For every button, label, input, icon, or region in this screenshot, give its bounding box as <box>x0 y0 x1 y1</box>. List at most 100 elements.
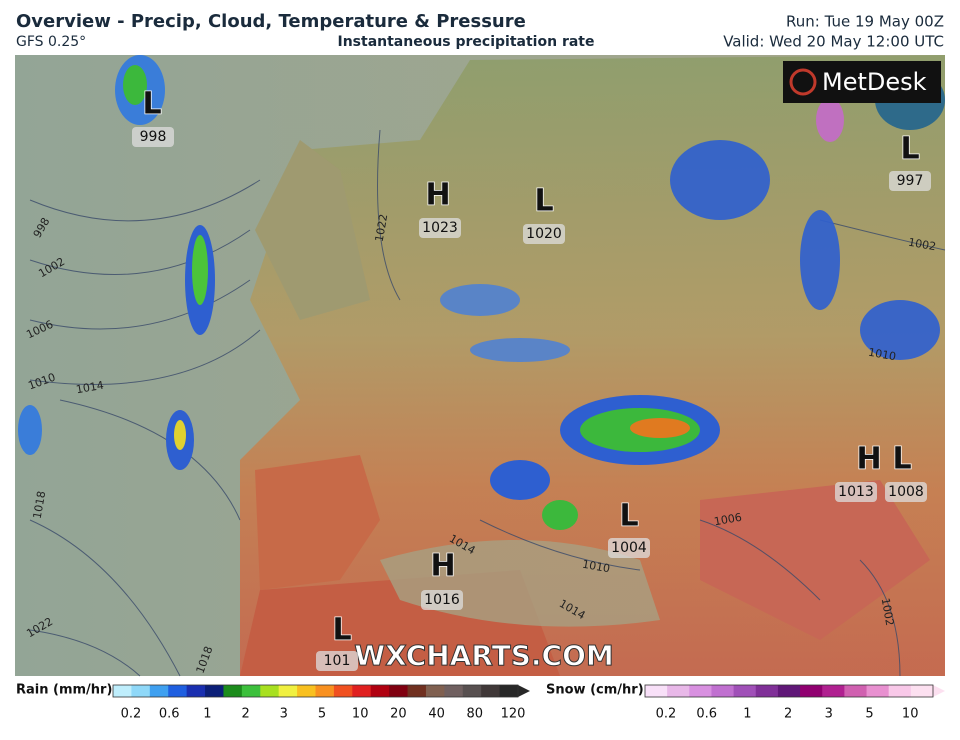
legend-swatch <box>407 685 427 697</box>
pressure-label-box <box>608 538 650 558</box>
logo: MetDesk <box>822 68 927 96</box>
pressure-value: 1004 <box>611 540 647 556</box>
rain-legend-label: 0.2 <box>121 707 142 722</box>
pressure-value: 998 <box>140 129 167 145</box>
rain-legend-label: 2 <box>241 707 249 722</box>
legend-swatch <box>241 685 261 697</box>
logo-box <box>783 61 941 103</box>
rain-legend-label: 20 <box>390 707 407 722</box>
legend-swatch <box>131 685 151 697</box>
rain-legend-label: 3 <box>280 707 288 722</box>
legend-swatch <box>370 685 390 697</box>
rain-legend-label: 0.6 <box>159 707 180 722</box>
legend-swatch <box>822 685 845 697</box>
legend-swatch <box>711 685 735 697</box>
pressure-label-box <box>889 171 931 191</box>
pressure-type: L <box>619 499 638 534</box>
pressure-type: L <box>892 442 911 477</box>
legend-swatch <box>297 685 316 697</box>
rain-legend-label: 5 <box>318 707 326 722</box>
pressure-value: 1008 <box>888 484 924 500</box>
rain-legend-label: 40 <box>428 707 445 722</box>
model: GFS 0.25° <box>16 34 86 50</box>
legend-swatch <box>844 685 868 697</box>
legend-swatch <box>315 685 335 697</box>
turkey <box>700 480 930 640</box>
pressure-type: H <box>430 549 455 584</box>
snow-legend-title: Snow (cm/hr) <box>546 683 644 698</box>
legend-swatch <box>866 685 890 697</box>
isobar-label: 1002 <box>879 597 897 627</box>
pressure-type: L <box>534 184 553 219</box>
legend-swatch <box>113 685 132 697</box>
legend-swatch <box>689 685 712 697</box>
legend-swatch <box>667 685 690 697</box>
legend-swatch <box>499 685 519 697</box>
legend-arrow <box>518 685 530 697</box>
subtitle: Instantaneous precipitation rate <box>338 34 595 50</box>
legend-swatch <box>223 685 243 697</box>
pressure-type: H <box>425 178 450 213</box>
pressure-value: 1013 <box>838 484 874 500</box>
isobar-label: 1010 <box>867 346 897 364</box>
legend-swatch <box>910 685 934 697</box>
legend-swatch <box>755 685 779 697</box>
legend-swatch <box>777 685 801 697</box>
legend-swatch <box>733 685 757 697</box>
legend-swatch <box>186 685 206 697</box>
isobar-label: 1018 <box>31 490 49 520</box>
pressure-label-box <box>421 590 463 610</box>
legend-swatch <box>260 685 280 697</box>
legend-frame <box>112 684 519 698</box>
legend-swatch <box>800 685 823 697</box>
legend-swatch <box>444 685 464 697</box>
pressure-value: 1020 <box>526 226 562 242</box>
legend-swatch <box>389 685 409 697</box>
legend-swatch <box>149 685 169 697</box>
legend-frame <box>644 684 934 698</box>
pressure-value: 101 <box>324 653 351 669</box>
pressure-type: L <box>332 613 351 648</box>
isobar-label: 1002 <box>907 236 937 254</box>
watermark: WXCHARTS.COM <box>354 639 614 672</box>
isobar-label: 1014 <box>75 379 105 397</box>
snow-legend-label: 0.2 <box>656 707 677 722</box>
valid-time: Valid: Wed 20 May 12:00 UTC <box>723 33 944 51</box>
snow-scale <box>644 684 945 698</box>
legend-swatch <box>462 685 482 697</box>
pressure-label-box <box>132 127 174 147</box>
pressure-centers: L 998 L 997 H 1023 L 1020 H 1013 L 1008 L 1004 H 1016 L 1… <box>132 86 931 671</box>
pressure-label-box <box>835 482 877 502</box>
snow-legend-label: 10 <box>902 707 919 722</box>
rain-legend-label: 10 <box>352 707 369 722</box>
legend-labels: 0.2 0.6 1 2 3 5 10 20 40 80 120 0.2 0.6 1 2 3 5 10 <box>121 707 919 722</box>
isobar-label: 1010 <box>581 558 611 576</box>
legend-swatch <box>352 685 372 697</box>
pressure-label-box <box>316 651 358 671</box>
run-time: Run: Tue 19 May 00Z <box>786 13 944 31</box>
legend-swatch <box>168 685 188 697</box>
isobar-label: 1022 <box>373 213 391 243</box>
isobars <box>29 129 946 677</box>
precipitation <box>18 55 945 530</box>
pressure-label-box <box>419 218 461 238</box>
pressure-value: 1023 <box>422 220 458 236</box>
pressure-value: 997 <box>897 173 924 189</box>
pressure-label-box <box>523 224 565 244</box>
pressure-label-box <box>885 482 927 502</box>
legend-swatch <box>333 685 353 697</box>
snow-legend-label: 1 <box>743 707 751 722</box>
legend-swatch <box>425 685 445 697</box>
snow-legend-label: 5 <box>865 707 873 722</box>
rain-scale <box>112 684 530 698</box>
legend-swatch <box>205 685 224 697</box>
legend-swatch <box>645 685 668 697</box>
logo-icon <box>789 68 817 96</box>
snow-legend-label: 2 <box>784 707 792 722</box>
pressure-value: 1016 <box>424 592 460 608</box>
snow-legend-label: 0.6 <box>696 707 717 722</box>
pressure-type: L <box>900 132 919 167</box>
isobar-label: 1006 <box>713 511 743 529</box>
pressure-type: L <box>142 87 161 122</box>
